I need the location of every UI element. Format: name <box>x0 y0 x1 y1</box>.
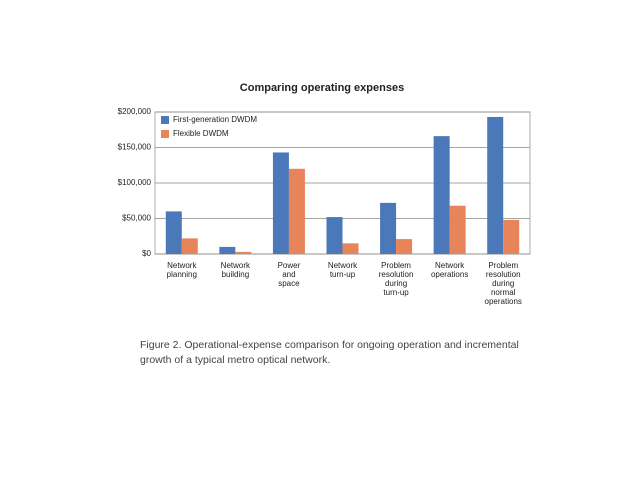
bar <box>503 219 520 254</box>
bar <box>181 238 198 254</box>
y-tick-label: $150,000 <box>118 143 152 152</box>
bar <box>326 217 343 254</box>
bar <box>165 211 182 254</box>
y-tick-label: $100,000 <box>118 178 152 187</box>
legend-swatch <box>161 130 169 138</box>
bar <box>487 116 504 254</box>
legend-swatch <box>161 116 169 124</box>
x-tick-label: Problem resolution during turn-up <box>379 261 414 297</box>
x-tick-label: Problem resolution during normal operations <box>485 261 522 306</box>
x-tick-label: Network operations <box>431 261 468 279</box>
bar <box>288 168 305 254</box>
chart-title: Comparing operating expenses <box>240 82 404 94</box>
bar <box>272 152 289 254</box>
x-tick-label: Network building <box>221 261 251 279</box>
bar <box>396 239 413 254</box>
x-tick-label: Network planning <box>167 261 198 279</box>
caption: Figure 2. Operational-expense comparison… <box>140 339 519 366</box>
x-tick-label: Power and space <box>278 261 301 288</box>
legend-label: First-generation DWDM <box>173 115 257 124</box>
bar <box>219 246 236 254</box>
legend-label: Flexible DWDM <box>173 129 229 138</box>
x-tick-label: Network turn-up <box>328 261 358 279</box>
y-tick-label: $50,000 <box>122 214 151 223</box>
bar <box>449 205 466 254</box>
bar <box>433 136 450 254</box>
bar <box>342 243 359 254</box>
bar <box>235 251 252 254</box>
bar <box>380 202 397 254</box>
y-tick-label: $200,000 <box>118 107 152 116</box>
y-tick-label: $0 <box>142 249 151 258</box>
